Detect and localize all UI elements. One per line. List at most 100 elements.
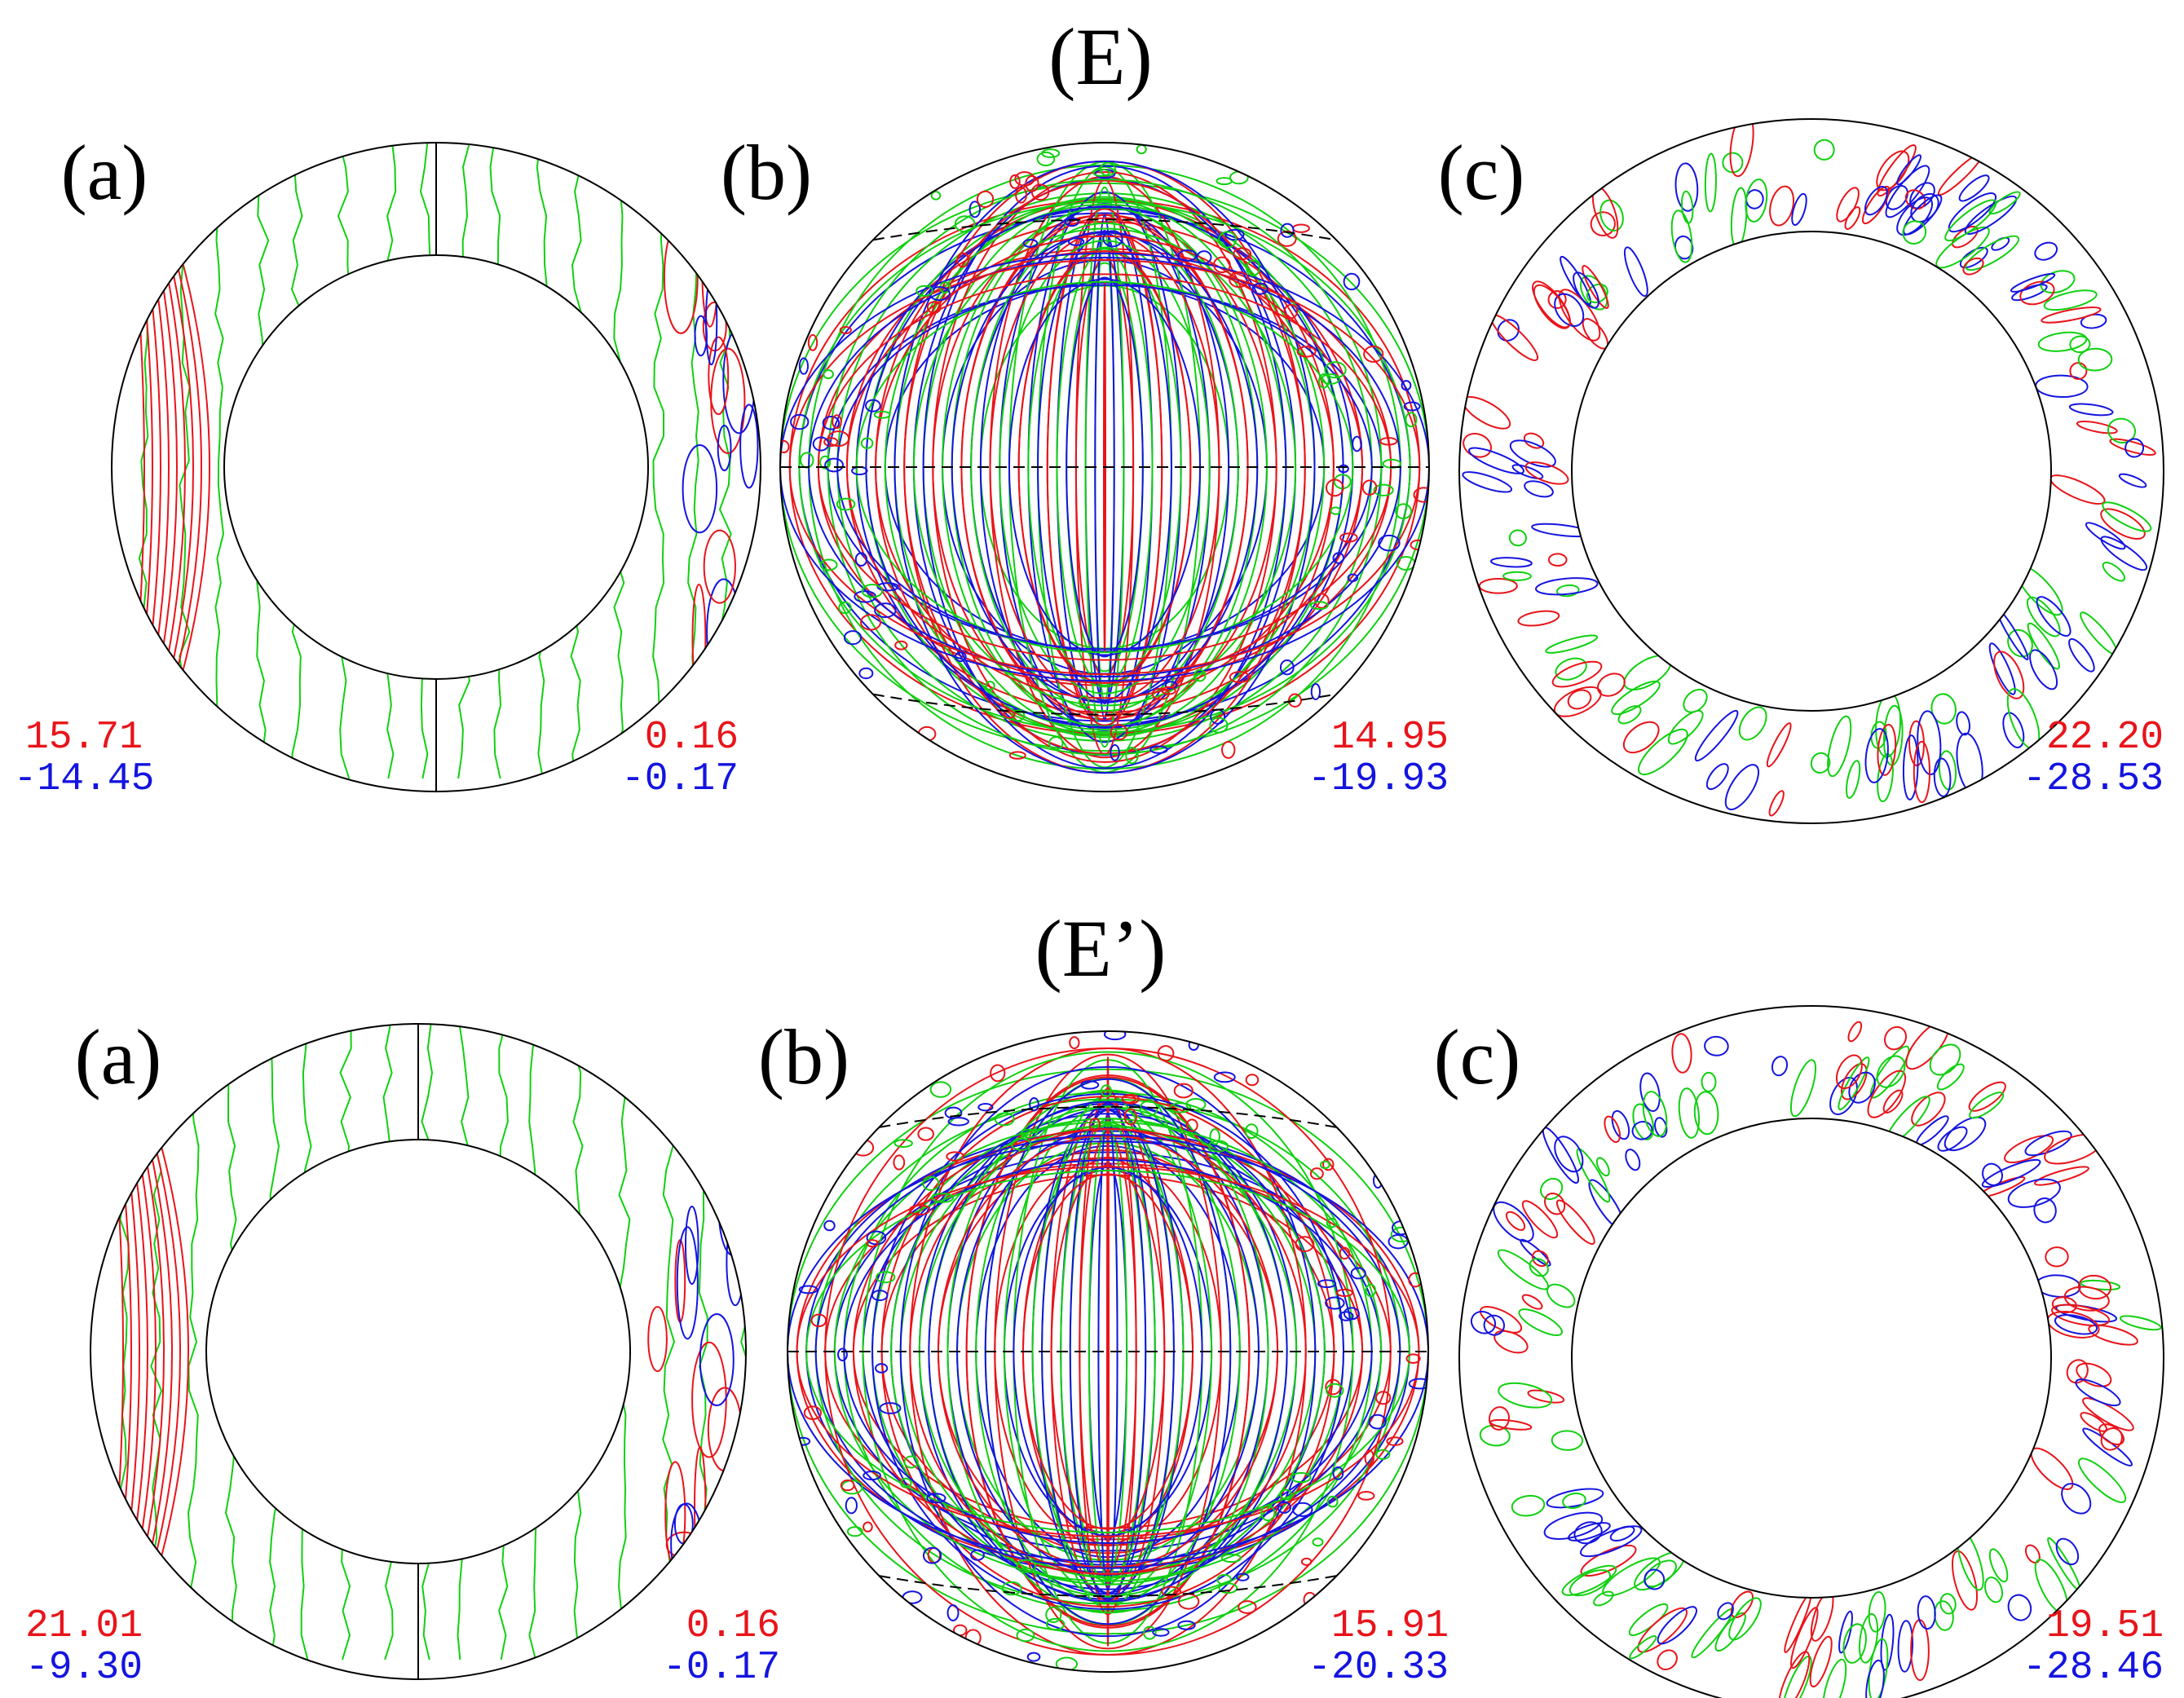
contour-blob <box>1628 1603 1669 1636</box>
contour-blob <box>1161 686 1176 695</box>
contour-blob <box>1730 187 1748 249</box>
contour-blob <box>1523 432 1545 449</box>
contour-blob <box>2102 501 2152 532</box>
contour-blob <box>1014 171 1035 187</box>
contour-blob <box>875 1363 889 1374</box>
contour-blob <box>1164 681 1178 690</box>
contour-blob <box>701 215 719 328</box>
contour-blob <box>876 1271 896 1284</box>
contour-blob <box>1279 659 1295 676</box>
contour-blob <box>1339 1246 1351 1260</box>
contour-blob <box>874 602 897 619</box>
contour-line <box>662 1023 676 1661</box>
contour-blob <box>1882 1089 1904 1114</box>
contours <box>110 1023 747 1661</box>
contour-blob <box>1026 1652 1041 1662</box>
contour-blob <box>1405 412 1418 428</box>
contour-blob <box>1408 1378 1428 1390</box>
contour-blob <box>1858 1612 1879 1664</box>
contour-blob <box>1502 571 1532 581</box>
contour-blob <box>1880 1613 1895 1671</box>
contour-blob <box>1011 709 1026 722</box>
contour-blob <box>1611 680 1661 716</box>
contour-blob <box>1310 601 1329 611</box>
contour-blob <box>2010 272 2056 293</box>
contour-blob <box>1295 1236 1315 1252</box>
contour-blob <box>926 301 942 314</box>
contour-blob <box>1595 1157 1610 1177</box>
contour-blob <box>1623 246 1648 298</box>
contour-line <box>457 1023 470 1661</box>
latitude <box>872 693 1337 716</box>
contour-blob <box>1213 1071 1236 1083</box>
contour-blob <box>1701 1071 1717 1092</box>
contour-line <box>571 1023 584 1661</box>
contour-blob <box>1468 447 1524 474</box>
contour-blob <box>1791 192 1807 226</box>
contour-blob <box>1246 259 1260 277</box>
contour-blob <box>946 1151 965 1162</box>
contour-blob <box>819 455 832 470</box>
contour-blob <box>1809 1635 1833 1688</box>
contour-blob <box>1521 1294 1543 1310</box>
contour-blob <box>2047 1537 2081 1591</box>
contour-blob <box>2077 347 2113 372</box>
contour-blob <box>1917 710 1942 776</box>
contour-blob <box>909 1204 931 1216</box>
contour-blob <box>976 190 995 209</box>
contour-blob <box>2109 438 2156 456</box>
contour-blob <box>1657 1649 1678 1670</box>
contour-blob <box>1489 1418 1533 1431</box>
contour-blob <box>838 601 852 615</box>
contour-blob <box>1161 1586 1182 1597</box>
contours <box>1470 1020 2162 1698</box>
contour-blob <box>1152 1628 1170 1637</box>
contour-blob <box>807 333 818 351</box>
contour-blob <box>2107 417 2137 444</box>
contour-blob <box>810 1313 827 1328</box>
contour-blob <box>1639 1072 1661 1113</box>
contour-blob <box>1309 1167 1324 1180</box>
contour-blob <box>1862 185 1891 225</box>
contour-blob <box>679 1046 701 1140</box>
contour-blob <box>1838 1056 1870 1111</box>
contour-blob <box>1283 303 1299 320</box>
contour-blob <box>1517 610 1560 627</box>
contour-blob <box>1505 1211 1526 1231</box>
contour-blob <box>851 465 868 476</box>
contour-line <box>337 143 351 779</box>
contour-blob <box>1988 642 2016 695</box>
contour-blob <box>1937 152 1983 196</box>
contour-blob <box>1218 231 1238 249</box>
contour-blob <box>707 1023 735 1109</box>
contour-blob <box>1948 192 1997 233</box>
contour-blob <box>1813 139 1835 161</box>
contour-blob <box>1542 1127 1580 1184</box>
contour-line <box>110 1106 124 1597</box>
contour-blob <box>1020 1128 1038 1139</box>
contour-blob <box>990 1064 1006 1083</box>
contour-blob <box>1951 1550 1979 1611</box>
contour-blob <box>1543 1511 1604 1540</box>
contour-line <box>382 1023 395 1661</box>
contour-blob <box>1694 709 1739 762</box>
contour-line <box>135 1106 165 1597</box>
contour-blob <box>1693 1091 1719 1136</box>
contour-blob <box>1375 1449 1391 1460</box>
contour-blob <box>2019 280 2055 306</box>
min-value: -14.45 <box>14 757 155 801</box>
contour-blob <box>1229 271 1250 289</box>
contour-blob <box>1149 745 1168 754</box>
contour-blob <box>2100 1427 2123 1451</box>
contour-blob <box>1395 503 1413 520</box>
contour-blob <box>823 437 839 448</box>
contour-blob <box>2007 1178 2061 1208</box>
contour-blob <box>1547 553 1568 567</box>
contour-blob <box>706 578 742 685</box>
contour-blob <box>2061 1483 2092 1515</box>
contour-blob <box>790 413 810 430</box>
figure-title: (E’) <box>1035 903 1167 994</box>
outline <box>90 1023 747 1680</box>
contour-blob <box>1045 1606 1062 1624</box>
